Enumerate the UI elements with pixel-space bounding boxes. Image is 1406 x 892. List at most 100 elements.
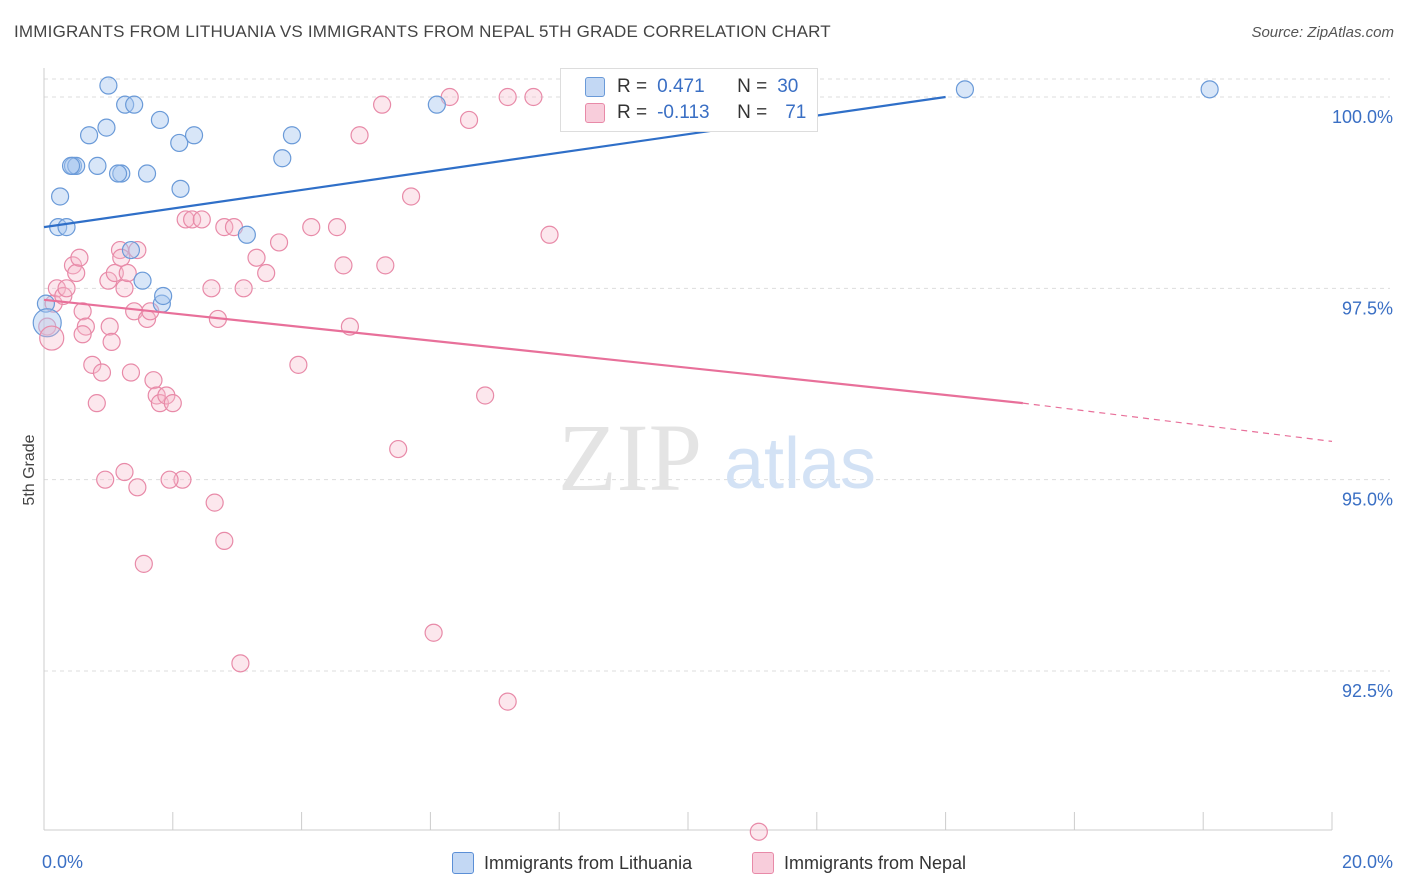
series-swatch-lithuania bbox=[452, 852, 474, 874]
point-nepal bbox=[231, 654, 250, 673]
y-tick-label: 95.0% bbox=[1342, 490, 1393, 510]
point-lithuania bbox=[61, 156, 81, 175]
point-nepal bbox=[144, 371, 163, 390]
point-nepal bbox=[389, 439, 408, 459]
point-nepal bbox=[87, 394, 106, 413]
point-lithuania bbox=[67, 156, 86, 175]
point-nepal bbox=[202, 279, 221, 298]
point-nepal bbox=[269, 233, 289, 252]
point-nepal bbox=[424, 623, 443, 642]
point-nepal bbox=[173, 470, 192, 489]
series-swatch-nepal bbox=[752, 852, 774, 874]
point-lithuania bbox=[108, 164, 128, 183]
point-nepal bbox=[128, 478, 147, 497]
point-nepal bbox=[118, 263, 137, 283]
y-tick-label: 97.5% bbox=[1342, 298, 1393, 318]
y-tick-label: 100.0% bbox=[1332, 107, 1393, 127]
point-lithuania bbox=[57, 218, 76, 237]
point-nepal bbox=[115, 279, 134, 298]
x-tick-label-min: 0.0% bbox=[42, 852, 84, 872]
legend-n-label: N = bbox=[737, 76, 768, 97]
point-nepal bbox=[183, 210, 202, 229]
point-nepal bbox=[215, 218, 234, 237]
trend-line-nepal bbox=[43, 298, 1023, 405]
series-label-nepal: Immigrants from Nepal bbox=[784, 852, 967, 873]
point-nepal bbox=[334, 256, 353, 275]
point-lithuania bbox=[137, 164, 157, 183]
correlation-legend: R = 0.471 N = 30 R = -0.113 N = 71 bbox=[560, 68, 818, 132]
point-nepal bbox=[67, 263, 86, 283]
legend-row-lithuania: R = 0.471 N = 30 bbox=[585, 75, 798, 99]
point-nepal bbox=[289, 355, 308, 374]
point-lithuania bbox=[427, 95, 446, 114]
point-nepal bbox=[302, 218, 321, 237]
point-lithuania bbox=[154, 286, 173, 306]
legend-swatch-blue bbox=[585, 77, 605, 97]
legend-n-label: N = bbox=[737, 102, 768, 123]
point-nepal bbox=[476, 386, 495, 405]
point-lithuania bbox=[99, 76, 118, 95]
point-nepal bbox=[376, 256, 395, 275]
legend-row-nepal: R = -0.113 N = 71 bbox=[585, 101, 806, 125]
point-nepal bbox=[192, 210, 211, 229]
point-nepal bbox=[112, 248, 131, 267]
point-lithuania bbox=[50, 187, 70, 206]
point-nepal bbox=[92, 363, 112, 382]
point-nepal bbox=[498, 692, 517, 711]
point-lithuania bbox=[97, 118, 116, 137]
point-nepal bbox=[102, 332, 121, 352]
point-lithuania bbox=[955, 80, 975, 99]
point-nepal bbox=[163, 394, 182, 413]
series-legend-nepal[interactable]: Immigrants from Nepal bbox=[752, 852, 966, 874]
point-nepal-cluster bbox=[39, 325, 65, 351]
point-lithuania bbox=[133, 271, 152, 290]
point-nepal bbox=[83, 355, 102, 374]
point-nepal bbox=[350, 126, 369, 145]
point-lithuania bbox=[282, 126, 302, 145]
legend-r-label: R = bbox=[617, 76, 648, 97]
legend-r-label: R = bbox=[617, 102, 648, 123]
point-nepal bbox=[749, 822, 768, 841]
point-lithuania bbox=[170, 133, 189, 153]
point-nepal bbox=[257, 263, 276, 283]
axes bbox=[43, 68, 1333, 831]
point-nepal bbox=[401, 187, 421, 206]
point-lithuania bbox=[79, 126, 99, 145]
point-nepal bbox=[540, 225, 559, 244]
point-nepal bbox=[134, 554, 153, 573]
chart-title: IMMIGRANTS FROM LITHUANIA VS IMMIGRANTS … bbox=[14, 22, 831, 41]
point-nepal bbox=[100, 317, 119, 336]
point-lithuania bbox=[273, 149, 292, 168]
point-lithuania bbox=[125, 95, 144, 114]
legend-n-value: 71 bbox=[785, 102, 807, 123]
legend-n-value: 30 bbox=[777, 76, 799, 97]
x-tick-label-max: 20.0% bbox=[1341, 852, 1393, 872]
point-nepal bbox=[498, 87, 517, 107]
point-lithuania bbox=[88, 156, 107, 175]
legend-r-value: -0.113 bbox=[657, 102, 710, 123]
watermark: ZIP atlas bbox=[558, 404, 876, 511]
series-legend-lithuania[interactable]: Immigrants from Lithuania bbox=[452, 852, 692, 874]
point-nepal bbox=[327, 218, 347, 237]
point-nepal bbox=[128, 240, 147, 260]
legend-swatch-pink bbox=[585, 103, 605, 123]
point-lithuania bbox=[184, 126, 204, 145]
point-nepal bbox=[57, 279, 76, 298]
series-legend: Immigrants from Lithuania Immigrants fro… bbox=[0, 852, 1406, 878]
point-nepal bbox=[160, 470, 179, 489]
point-lithuania bbox=[150, 110, 170, 130]
point-nepal bbox=[70, 248, 89, 267]
point-nepal bbox=[234, 279, 253, 298]
point-nepal bbox=[459, 110, 479, 130]
grid-lines bbox=[44, 78, 1390, 672]
point-nepal bbox=[373, 95, 392, 114]
point-nepal bbox=[524, 87, 543, 107]
point-nepal bbox=[247, 248, 266, 267]
trend-line-dashed-nepal bbox=[1022, 402, 1333, 442]
point-nepal bbox=[205, 493, 224, 512]
watermark-zip: ZIP bbox=[558, 404, 702, 511]
point-lithuania bbox=[121, 240, 141, 260]
point-nepal bbox=[121, 363, 141, 382]
series-label-lithuania: Immigrants from Lithuania bbox=[484, 852, 693, 873]
